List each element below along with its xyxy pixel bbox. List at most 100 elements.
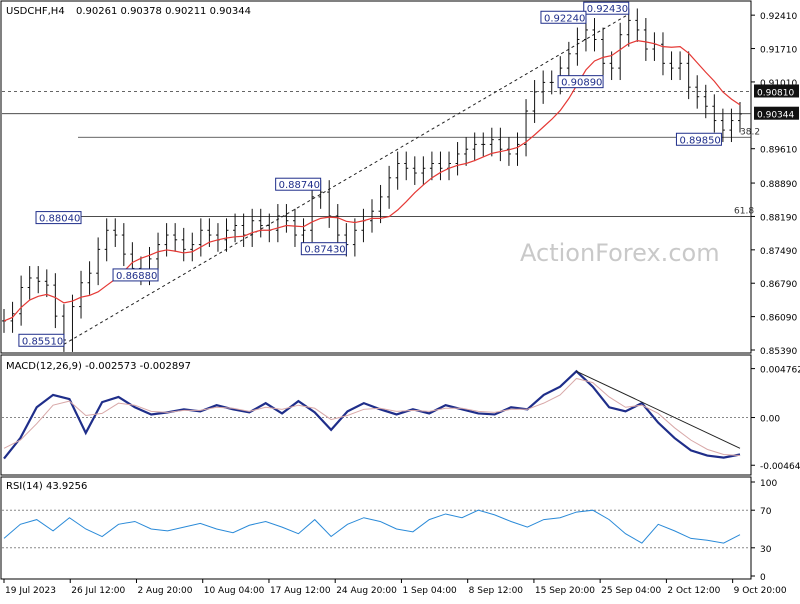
price-title: USDCHF,H4 xyxy=(6,6,65,17)
price-annotation-box xyxy=(557,75,604,89)
fib-label: 38.2 xyxy=(740,127,760,137)
price-annotation-label: 0.92240 xyxy=(544,13,585,24)
fib-label: 61.8 xyxy=(734,206,754,216)
price-bar xyxy=(515,132,520,166)
price-ytick-label: 0.92410 xyxy=(760,12,797,22)
price-annotation-label: 0.90890 xyxy=(561,78,602,89)
price-bar xyxy=(36,266,41,294)
price-ytick-label: 0.86090 xyxy=(760,314,797,324)
price-bar xyxy=(70,294,75,352)
macd-layer xyxy=(2,369,751,460)
price-ytick-label: 0.91010 xyxy=(760,79,797,89)
macd-trend-line xyxy=(576,370,741,449)
price-bar xyxy=(541,70,546,104)
price-bar xyxy=(387,165,392,209)
price-bar xyxy=(27,266,32,300)
trend-line xyxy=(63,13,629,345)
price-annotation-label: 0.88740 xyxy=(279,180,320,191)
x-tick-label: 26 Jul 12:00 xyxy=(71,586,125,596)
price-bar xyxy=(292,208,297,247)
price-ytick-label: 0.91710 xyxy=(760,46,797,56)
rsi-ytick-label: 0 xyxy=(760,573,766,583)
price-bar xyxy=(575,27,580,66)
price-bar xyxy=(686,51,691,100)
price-annotation-box xyxy=(583,1,630,15)
x-tick-label: 19 Jul 2023 xyxy=(5,586,56,596)
price-line-box xyxy=(754,106,799,120)
price-bar xyxy=(601,27,606,76)
rsi-title: RSI(14) 43.9256 xyxy=(6,481,87,492)
price-bar xyxy=(87,261,92,295)
price-annotation-box xyxy=(35,211,82,225)
price-line-label: 0.90810 xyxy=(757,88,794,98)
watermark: ActionForex.com xyxy=(520,239,720,267)
price-bar xyxy=(438,151,443,181)
price-annotation-box xyxy=(275,177,322,191)
price-bar xyxy=(352,218,357,257)
price-bar xyxy=(720,108,725,143)
price-annotation-box xyxy=(675,132,722,146)
price-annotation-box xyxy=(300,242,347,256)
price-bar xyxy=(729,108,734,143)
price-bar xyxy=(284,204,289,233)
price-annotation-box xyxy=(540,10,587,24)
macd-series-macd xyxy=(3,369,741,460)
price-bar xyxy=(96,237,101,286)
x-tick-label: 10 Aug 04:00 xyxy=(204,586,265,596)
price-bar xyxy=(327,180,332,228)
price-bar xyxy=(455,142,460,176)
price-bar xyxy=(678,51,683,81)
price-bar xyxy=(712,94,717,133)
price-ytick-label: 0.85390 xyxy=(760,347,797,357)
price-bar xyxy=(635,8,640,42)
macd-ytick-label: 0.004762 xyxy=(760,366,800,376)
price-bar xyxy=(224,218,229,252)
price-annotation-label: 0.88040 xyxy=(39,214,80,225)
price-annotation-label: 0.86880 xyxy=(116,271,157,282)
price-bar xyxy=(378,184,383,224)
price-bar xyxy=(489,127,494,157)
rsi-ytick-label: 100 xyxy=(760,479,777,489)
price-line-label: 0.90344 xyxy=(757,111,794,121)
price-bar xyxy=(566,41,571,81)
price-bar xyxy=(472,132,477,162)
price-annotation-box xyxy=(18,333,65,347)
price-bar xyxy=(198,218,203,257)
price-bar xyxy=(173,223,178,252)
price-bar xyxy=(549,70,554,95)
x-tick-label: 17 Aug 12:00 xyxy=(270,586,331,596)
x-tick-label: 2 Aug 20:00 xyxy=(137,586,192,596)
price-bar xyxy=(626,8,631,47)
price-bar xyxy=(44,269,49,298)
x-tick-label: 2 Oct 12:00 xyxy=(667,586,720,596)
price-bar xyxy=(506,137,511,166)
price-bar xyxy=(592,18,597,52)
price-annotation-box xyxy=(112,268,159,282)
price-bar xyxy=(310,184,315,243)
macd-ytick-label: 0.00 xyxy=(760,415,780,425)
price-bar xyxy=(421,156,426,185)
price-bar xyxy=(695,75,700,109)
price-annotation-label: 0.92430 xyxy=(587,4,628,15)
price-bar xyxy=(181,227,186,262)
price-ytick-label: 0.88190 xyxy=(760,213,797,223)
rsi-layer xyxy=(2,509,751,549)
price-bar xyxy=(703,84,708,119)
price-bar xyxy=(669,51,674,81)
price-bar xyxy=(121,223,126,267)
price-bar xyxy=(404,151,409,181)
price-annotation-label: 0.87430 xyxy=(304,245,345,256)
price-bar xyxy=(104,218,109,262)
price-bar xyxy=(643,18,648,61)
price-bar xyxy=(250,208,255,247)
price-bar xyxy=(618,22,623,81)
price-bar xyxy=(53,273,58,329)
x-tick-label: 25 Sep 04:00 xyxy=(601,586,661,596)
price-ytick-label: 0.89610 xyxy=(760,146,797,156)
price-bar xyxy=(190,232,195,262)
price-bar xyxy=(258,208,263,238)
price-bar xyxy=(412,156,417,185)
price-bar xyxy=(370,199,374,233)
price-ytick-label: 0.86790 xyxy=(760,280,797,290)
